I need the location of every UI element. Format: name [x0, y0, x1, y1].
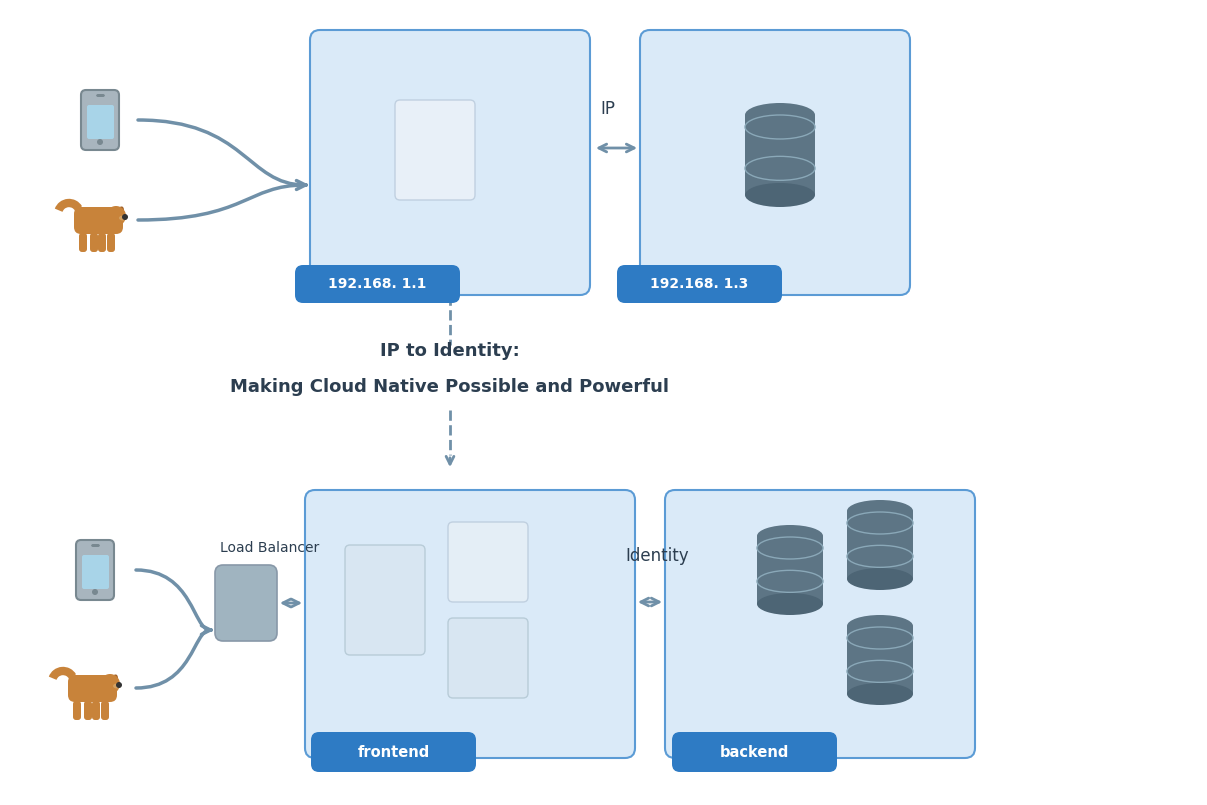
FancyBboxPatch shape	[68, 675, 117, 702]
Ellipse shape	[119, 216, 127, 221]
FancyBboxPatch shape	[745, 115, 815, 195]
FancyBboxPatch shape	[617, 265, 782, 303]
Circle shape	[100, 674, 119, 694]
FancyBboxPatch shape	[78, 233, 87, 252]
FancyBboxPatch shape	[119, 206, 124, 215]
FancyBboxPatch shape	[92, 701, 100, 720]
FancyBboxPatch shape	[82, 555, 109, 589]
FancyBboxPatch shape	[97, 94, 105, 97]
FancyBboxPatch shape	[72, 701, 81, 720]
FancyBboxPatch shape	[101, 701, 109, 720]
Text: 192.168. 1.1: 192.168. 1.1	[328, 277, 427, 291]
FancyBboxPatch shape	[91, 544, 100, 547]
FancyBboxPatch shape	[215, 565, 276, 641]
FancyBboxPatch shape	[98, 233, 106, 252]
Text: frontend: frontend	[357, 745, 430, 759]
FancyBboxPatch shape	[311, 732, 476, 772]
Text: Load Balancer: Load Balancer	[220, 541, 319, 555]
FancyBboxPatch shape	[295, 265, 460, 303]
Circle shape	[106, 206, 126, 226]
FancyBboxPatch shape	[757, 536, 823, 604]
Ellipse shape	[757, 525, 823, 547]
FancyBboxPatch shape	[305, 490, 635, 758]
FancyBboxPatch shape	[665, 490, 975, 758]
Ellipse shape	[113, 683, 121, 688]
FancyBboxPatch shape	[81, 90, 119, 150]
FancyBboxPatch shape	[395, 100, 476, 200]
FancyBboxPatch shape	[448, 522, 527, 602]
FancyBboxPatch shape	[84, 701, 92, 720]
Ellipse shape	[847, 568, 912, 590]
Text: IP: IP	[600, 100, 616, 118]
Ellipse shape	[847, 615, 912, 637]
Circle shape	[92, 589, 98, 595]
FancyBboxPatch shape	[640, 30, 910, 295]
FancyBboxPatch shape	[76, 540, 113, 600]
FancyBboxPatch shape	[345, 545, 425, 655]
Circle shape	[122, 214, 128, 220]
FancyBboxPatch shape	[847, 626, 912, 694]
FancyBboxPatch shape	[87, 105, 113, 139]
Text: Making Cloud Native Possible and Powerful: Making Cloud Native Possible and Powerfu…	[231, 378, 670, 396]
Ellipse shape	[745, 103, 815, 127]
FancyBboxPatch shape	[672, 732, 836, 772]
FancyBboxPatch shape	[310, 30, 590, 295]
FancyBboxPatch shape	[74, 207, 123, 234]
FancyBboxPatch shape	[847, 511, 912, 579]
Ellipse shape	[847, 500, 912, 522]
Ellipse shape	[847, 683, 912, 705]
Circle shape	[116, 682, 122, 688]
FancyBboxPatch shape	[113, 674, 118, 683]
Ellipse shape	[745, 183, 815, 207]
Text: backend: backend	[719, 745, 789, 759]
Ellipse shape	[757, 593, 823, 615]
FancyBboxPatch shape	[107, 233, 115, 252]
Text: IP to Identity:: IP to Identity:	[380, 342, 520, 360]
Text: 192.168. 1.3: 192.168. 1.3	[651, 277, 748, 291]
FancyBboxPatch shape	[448, 618, 527, 698]
Text: Identity: Identity	[625, 547, 689, 565]
Circle shape	[97, 139, 103, 145]
FancyBboxPatch shape	[91, 233, 98, 252]
